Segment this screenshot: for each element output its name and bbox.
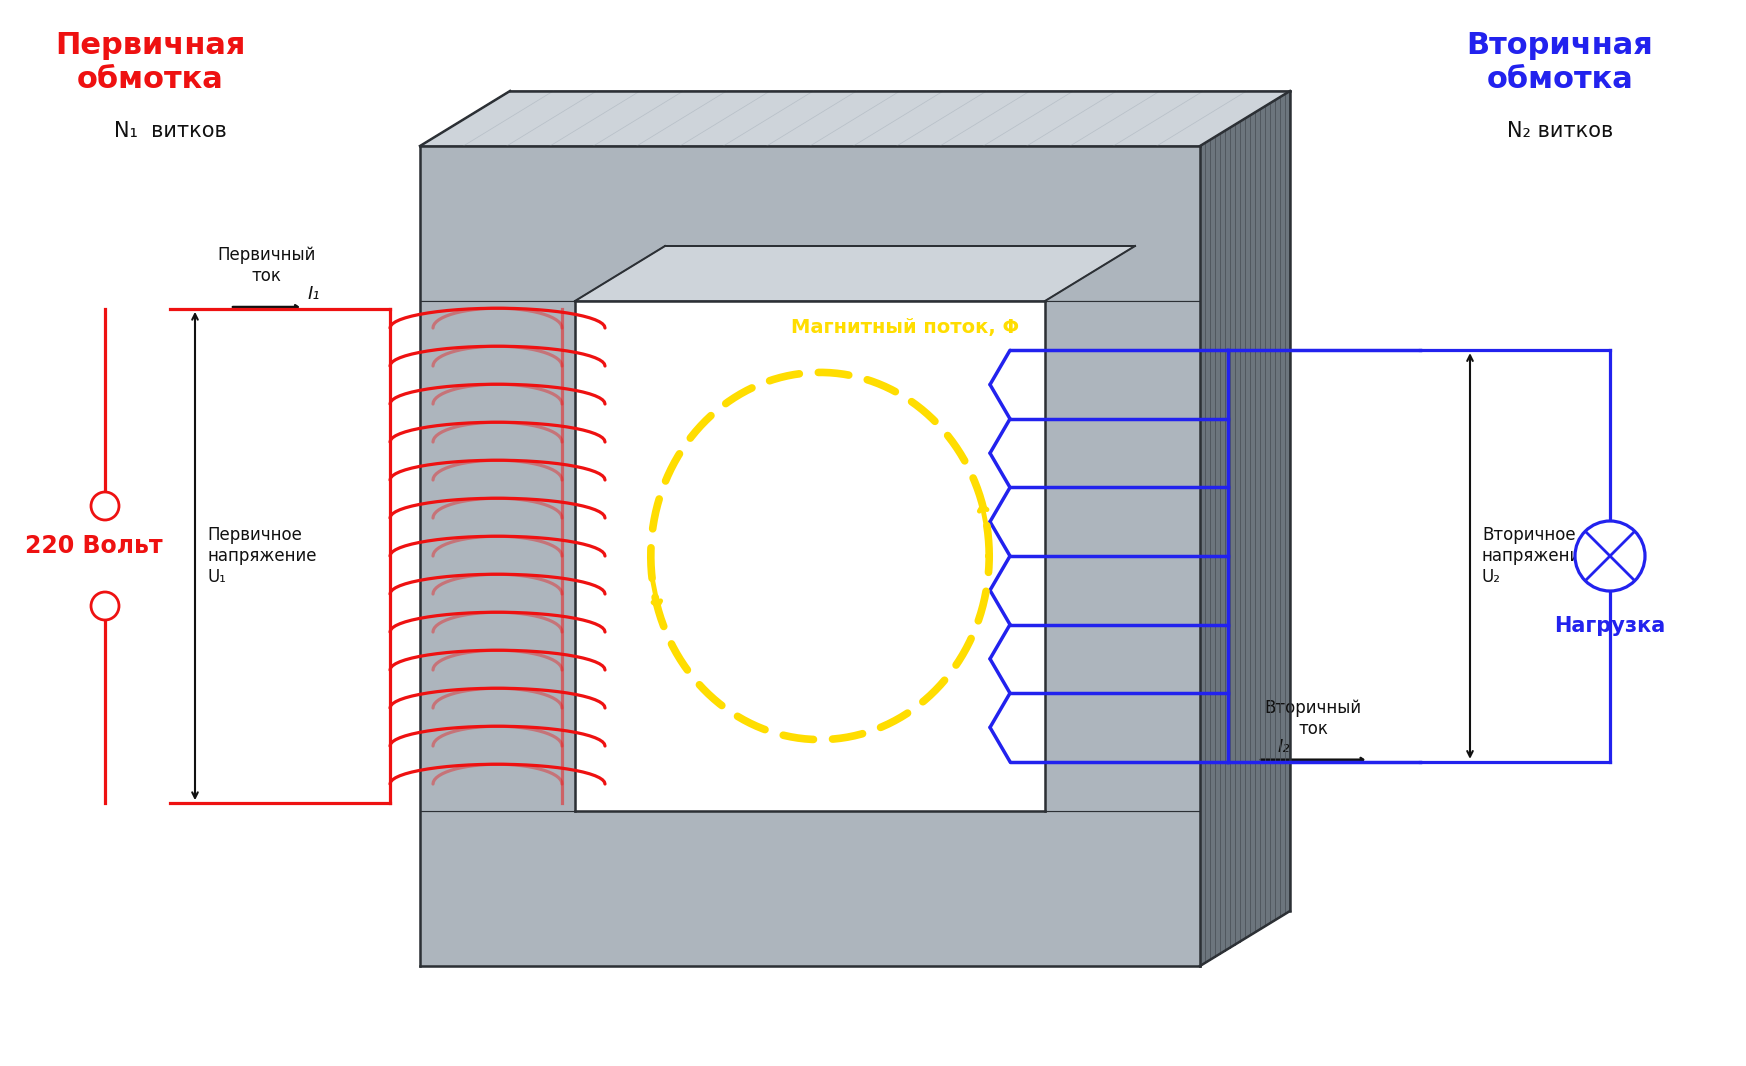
Text: I₁: I₁ — [307, 285, 320, 303]
Text: 220 Вольт: 220 Вольт — [24, 534, 162, 558]
Text: I₂: I₂ — [1278, 738, 1290, 756]
Text: Нагрузка: Нагрузка — [1554, 616, 1666, 636]
Polygon shape — [421, 146, 1200, 301]
Text: Первичное
напряжение
U₁: Первичное напряжение U₁ — [208, 527, 316, 586]
Polygon shape — [1200, 91, 1290, 966]
Polygon shape — [421, 91, 1290, 146]
Polygon shape — [421, 301, 574, 811]
Text: Магнитный поток, Φ: Магнитный поток, Φ — [791, 319, 1018, 338]
Text: Первичная
обмотка: Первичная обмотка — [54, 31, 244, 94]
Text: Вторичное
напряжение
U₂: Вторичное напряжение U₂ — [1482, 527, 1592, 586]
Text: N₂ витков: N₂ витков — [1507, 122, 1613, 141]
Polygon shape — [574, 246, 1135, 301]
Text: N₁  витков: N₁ витков — [113, 122, 227, 141]
Text: Магнитопровод: Магнитопровод — [732, 809, 908, 828]
Circle shape — [91, 592, 119, 620]
Circle shape — [91, 492, 119, 520]
Polygon shape — [1046, 301, 1200, 811]
Text: Вторичная
обмотка: Вторичная обмотка — [1467, 31, 1653, 94]
Text: Вторичный
ток: Вторичный ток — [1264, 699, 1362, 738]
Text: Первичный
ток: Первичный ток — [217, 246, 316, 285]
Circle shape — [1575, 521, 1645, 591]
Polygon shape — [421, 811, 1200, 966]
